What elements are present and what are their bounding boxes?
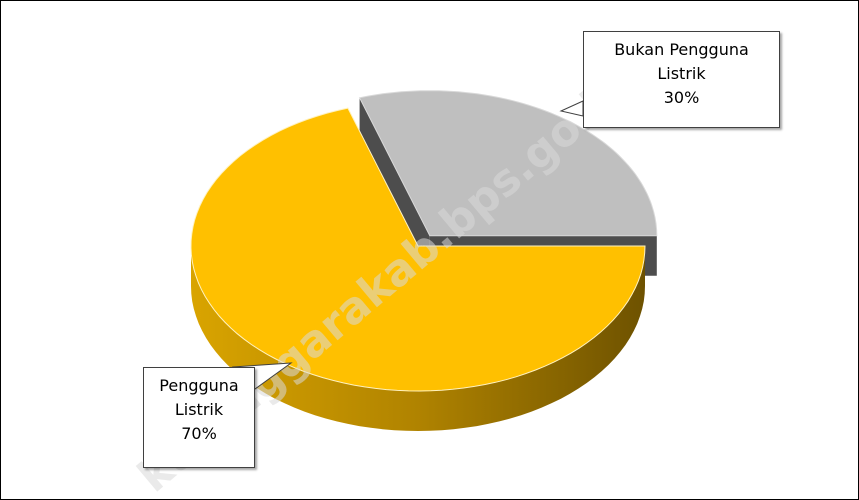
category-label: Bukan Pengguna Listrik [614,40,749,83]
slice-top [358,90,658,237]
category-label: Pengguna Listrik [159,376,239,419]
slice [190,107,646,431]
slice-wall [359,97,430,276]
value-label: 30% [663,88,700,107]
data-label-box: Pengguna Listrik 70% [143,367,255,468]
value-label: 70% [181,424,217,443]
slice-side [191,246,645,431]
data-label-box: Bukan Pengguna Listrik 30% [583,31,780,128]
